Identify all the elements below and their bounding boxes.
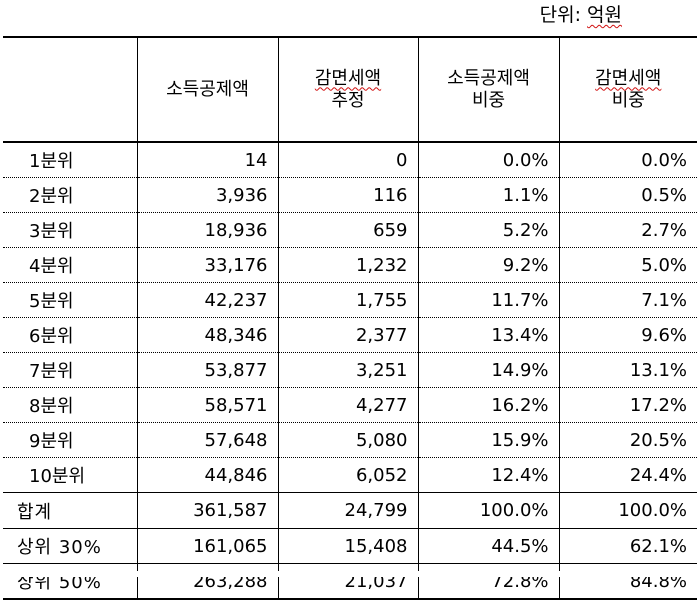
table-row: 6분위 48,346 2,377 13.4% 9.6% xyxy=(3,317,697,353)
table-row: 상위 50% 263,288 21,037 72.8% 84.8% xyxy=(3,563,697,600)
bottom-crop-edge xyxy=(0,571,700,577)
deduction-share-cell: 0.0% xyxy=(417,142,559,178)
table-row: 상위 30% 161,065 15,408 44.5% 62.1% xyxy=(3,528,697,564)
deduction-table: 소득공제액 감면세액 추정 소득공제액 비중 감면세액 비중 1분위 14 0 0.0% 0.… xyxy=(3,36,697,600)
table-row: 1분위 14 0 0.0% 0.0% xyxy=(3,142,697,178)
deduction-share-cell: 9.2% xyxy=(417,247,559,283)
tax-estimate-cell: 116 xyxy=(277,177,418,213)
deduction-cell: 161,065 xyxy=(136,528,278,564)
header-deduction-share: 소득공제액 비중 xyxy=(417,36,559,143)
tax-share-cell: 5.0% xyxy=(558,247,697,283)
deduction-cell: 3,936 xyxy=(136,177,278,213)
deduction-share-cell: 72.8% xyxy=(417,563,559,600)
tax-estimate-cell: 659 xyxy=(277,212,418,248)
tax-share-cell: 0.0% xyxy=(558,142,697,178)
deduction-cell: 263,288 xyxy=(136,563,278,600)
header-deduction-text: 소득공제액 xyxy=(166,78,249,100)
row-label: 5분위 xyxy=(3,282,137,318)
deduction-share-cell: 5.2% xyxy=(417,212,559,248)
row-label: 8분위 xyxy=(3,387,137,423)
header-tax-share-line2: 비중 xyxy=(611,89,645,111)
deduction-cell: 18,936 xyxy=(136,212,278,248)
table-row: 10분위 44,846 6,052 12.4% 24.4% xyxy=(3,457,697,493)
table-row: 합계 361,587 24,799 100.0% 100.0% xyxy=(3,492,697,529)
tax-share-cell: 84.8% xyxy=(558,563,697,600)
tax-share-cell: 20.5% xyxy=(558,422,697,458)
header-tax-estimate: 감면세액 추정 xyxy=(277,36,418,143)
row-label: 9분위 xyxy=(3,422,137,458)
deduction-share-cell: 12.4% xyxy=(417,457,559,493)
tax-share-cell: 100.0% xyxy=(558,492,697,529)
deduction-share-cell: 100.0% xyxy=(417,492,559,529)
tax-share-cell: 24.4% xyxy=(558,457,697,493)
row-label: 7분위 xyxy=(3,352,137,388)
row-label: 상위 30% xyxy=(3,528,137,564)
row-label: 1분위 xyxy=(3,142,137,178)
table-header: 소득공제액 감면세액 추정 소득공제액 비중 감면세액 비중 xyxy=(3,36,697,143)
deduction-cell: 14 xyxy=(136,142,278,178)
header-tax-estimate-line1: 감면세액 xyxy=(314,67,382,89)
table-row: 9분위 57,648 5,080 15.9% 20.5% xyxy=(3,422,697,458)
tax-estimate-cell: 5,080 xyxy=(277,422,418,458)
deduction-cell: 44,846 xyxy=(136,457,278,493)
row-label: 3분위 xyxy=(3,212,137,248)
row-label: 10분위 xyxy=(3,457,137,493)
deduction-cell: 57,648 xyxy=(136,422,278,458)
deduction-share-cell: 11.7% xyxy=(417,282,559,318)
row-label: 합계 xyxy=(3,492,137,529)
header-row: 소득공제액 감면세액 추정 소득공제액 비중 감면세액 비중 xyxy=(3,36,697,143)
deduction-cell: 42,237 xyxy=(136,282,278,318)
unit-label: 단위: 억원 xyxy=(540,2,622,28)
row-label: 6분위 xyxy=(3,317,137,353)
tax-estimate-cell: 24,799 xyxy=(277,492,418,529)
row-label: 4분위 xyxy=(3,247,137,283)
tax-estimate-cell: 4,277 xyxy=(277,387,418,423)
deduction-share-cell: 16.2% xyxy=(417,387,559,423)
header-tax-share-line1: 감면세액 xyxy=(595,67,662,89)
deduction-cell: 58,571 xyxy=(136,387,278,423)
tax-share-cell: 2.7% xyxy=(558,212,697,248)
tax-estimate-cell: 3,251 xyxy=(277,352,418,388)
deduction-share-cell: 44.5% xyxy=(417,528,559,564)
deduction-share-cell: 1.1% xyxy=(417,177,559,213)
header-deduction: 소득공제액 xyxy=(136,36,278,143)
header-tax-share: 감면세액 비중 xyxy=(558,36,697,143)
tax-share-cell: 0.5% xyxy=(558,177,697,213)
deduction-share-cell: 15.9% xyxy=(417,422,559,458)
tax-estimate-cell: 0 xyxy=(277,142,418,178)
table-row: 8분위 58,571 4,277 16.2% 17.2% xyxy=(3,387,697,423)
table-row: 5분위 42,237 1,755 11.7% 7.1% xyxy=(3,282,697,318)
tax-estimate-cell: 6,052 xyxy=(277,457,418,493)
header-tax-estimate-line2: 추정 xyxy=(331,89,365,111)
deduction-cell: 53,877 xyxy=(136,352,278,388)
header-blank xyxy=(3,36,137,143)
header-deduction-share-line2: 비중 xyxy=(471,89,506,111)
table-row: 7분위 53,877 3,251 14.9% 13.1% xyxy=(3,352,697,388)
row-label: 2분위 xyxy=(3,177,137,213)
table-row: 3분위 18,936 659 5.2% 2.7% xyxy=(3,212,697,248)
deduction-cell: 33,176 xyxy=(136,247,278,283)
tax-estimate-cell: 2,377 xyxy=(277,317,418,353)
tax-estimate-cell: 21,037 xyxy=(277,563,418,600)
table-row: 4분위 33,176 1,232 9.2% 5.0% xyxy=(3,247,697,283)
tax-share-cell: 9.6% xyxy=(558,317,697,353)
deduction-share-cell: 14.9% xyxy=(417,352,559,388)
tax-share-cell: 62.1% xyxy=(558,528,697,564)
table-body: 1분위 14 0 0.0% 0.0% 2분위 3,936 116 1.1% 0.5% 3분위 18,9… xyxy=(3,142,697,600)
tax-share-cell: 13.1% xyxy=(558,352,697,388)
deduction-cell: 48,346 xyxy=(136,317,278,353)
deduction-cell: 361,587 xyxy=(136,492,278,529)
row-label: 상위 50% xyxy=(3,563,137,600)
unit-prefix: 단위: xyxy=(539,4,588,26)
tax-estimate-cell: 1,755 xyxy=(277,282,418,318)
tax-estimate-cell: 1,232 xyxy=(277,247,418,283)
tax-share-cell: 7.1% xyxy=(558,282,697,318)
deduction-share-cell: 13.4% xyxy=(417,317,559,353)
tax-estimate-cell: 15,408 xyxy=(277,528,418,564)
table-row: 2분위 3,936 116 1.1% 0.5% xyxy=(3,177,697,213)
unit-value: 억원 xyxy=(587,4,622,26)
header-deduction-share-line1: 소득공제액 xyxy=(447,67,530,89)
tax-share-cell: 17.2% xyxy=(558,387,697,423)
